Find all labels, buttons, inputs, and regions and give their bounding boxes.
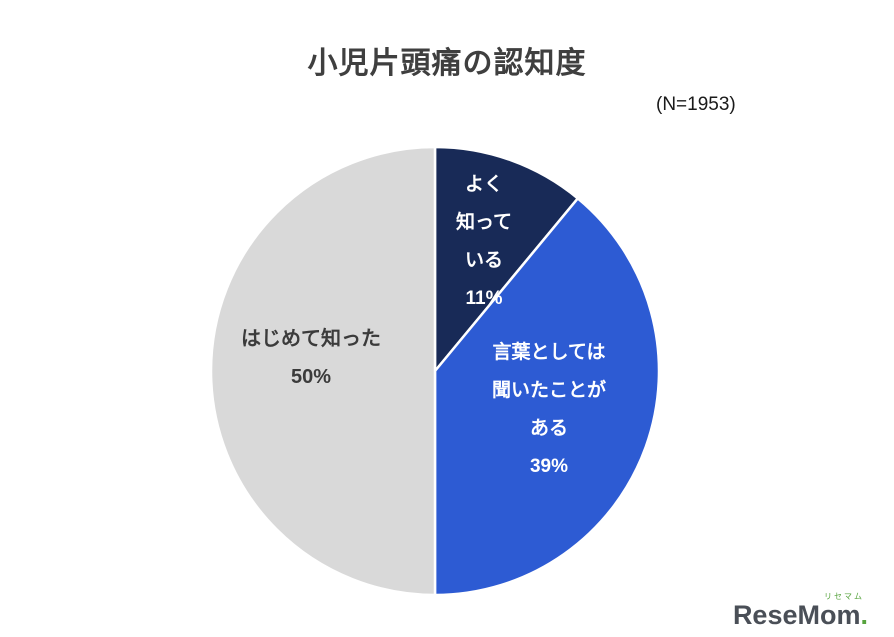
chart-title: 小児片頭痛の認知度 <box>307 47 587 80</box>
resemom-logo-word: ReseMom <box>732 600 861 630</box>
pie-slice-1 <box>433 197 661 597</box>
pie-slice-0 <box>433 145 580 373</box>
resemom-logo: リセマム ReseMom. <box>733 593 868 629</box>
pie-slice-2 <box>209 145 437 597</box>
resemom-logo-dot: . <box>860 600 868 630</box>
resemom-logo-ruby: リセマム <box>824 592 864 601</box>
sample-size-label: (N=1953) <box>656 94 736 115</box>
